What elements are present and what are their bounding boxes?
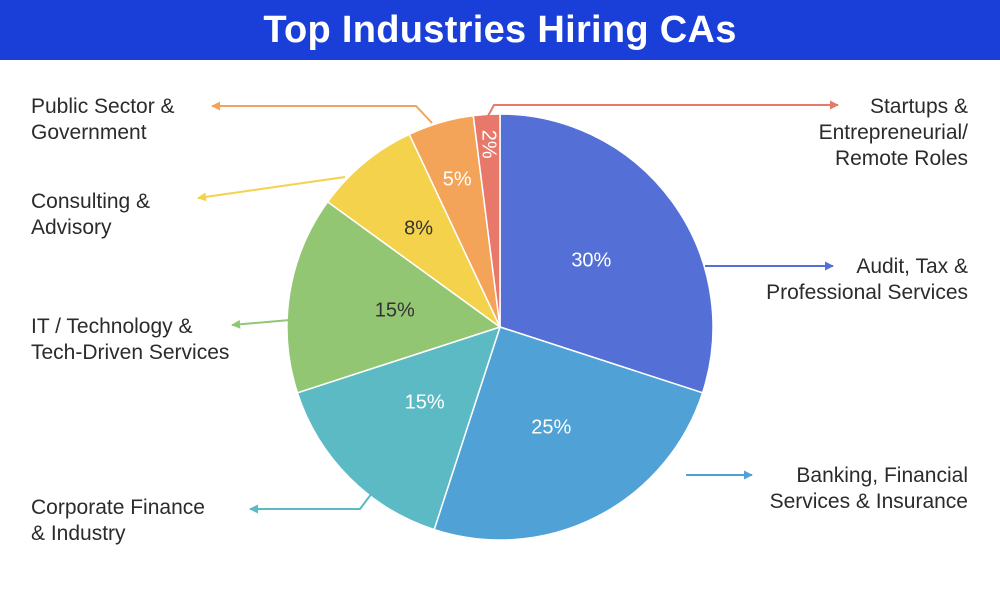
pie-slice-4 [286,200,502,394]
slice-percent-label-7: 2% [477,130,499,159]
callout-arrow-4 [231,319,291,329]
category-label-7: Startups & Entrepreneurial/Remote Roles [819,95,969,170]
callout-arrow-6 [211,101,433,124]
callout-arrow-7 [487,100,839,117]
slice-percent-label-1: 30% [571,250,611,272]
pie-slice-5 [326,133,501,328]
title-banner: Top Industries Hiring CAs [0,0,1000,60]
slice-percent-label-2: 25% [531,417,571,439]
pie-slice-3 [296,325,502,531]
category-label-2: Banking, Financial Services & Insurance [770,464,968,513]
pie-slice-1 [499,113,714,394]
category-label-6: Public Sector & Government [31,95,175,144]
category-label-1: Audit, Tax & Professional Services [766,255,968,304]
category-label-3: Corporate Finance & Industry [31,496,205,545]
slice-percent-label-3: 15% [405,391,445,413]
slice-percent-label-4: 15% [375,299,415,321]
slice-percent-label-5: 8% [404,218,433,240]
pie-slice-7 [472,113,501,328]
chart-title: Top Industries Hiring CAs [263,8,737,51]
category-label-4: IT / Technology & Tech-Driven Services [31,315,229,364]
slice-percent-label-6: 5% [443,169,472,191]
category-label-5: Consulting & Advisory [31,190,150,239]
pie-slice-2 [433,326,704,541]
callout-arrow-5 [197,176,346,202]
callout-arrow-3 [249,492,373,514]
